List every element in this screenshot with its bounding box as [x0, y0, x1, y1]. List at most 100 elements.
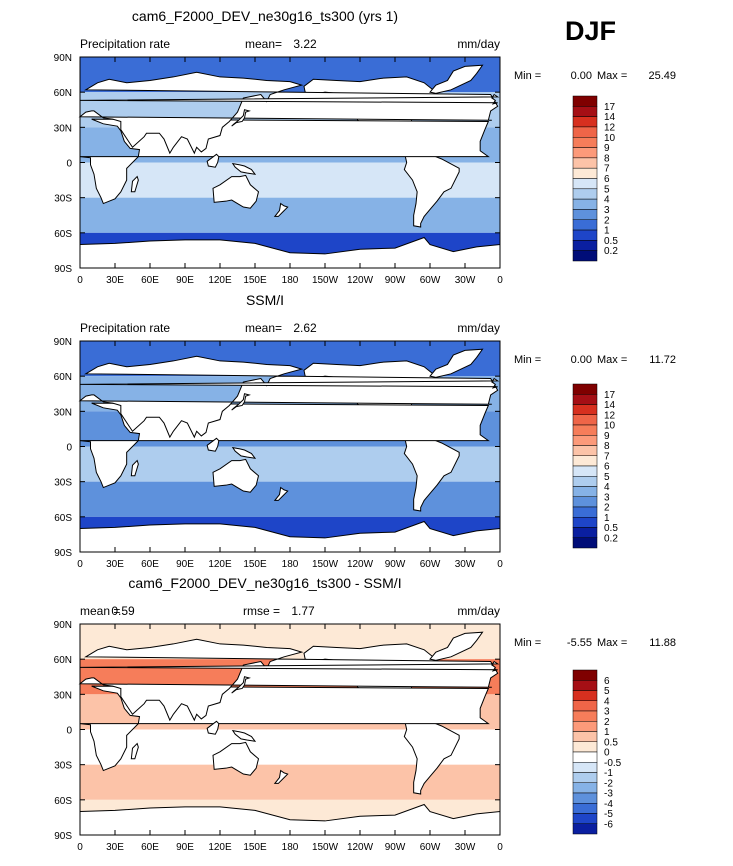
rmse-value: 1.77	[291, 604, 315, 618]
x-tick-label: 150E	[243, 275, 267, 286]
x-tick-label: 30W	[455, 559, 476, 570]
colorbar-swatch	[572, 496, 598, 508]
variable-label: Precipitation rate	[80, 321, 170, 335]
x-tick-label: 150W	[312, 559, 339, 570]
coastline-new-guinea	[231, 446, 257, 459]
mean-value: 0.59	[111, 604, 135, 618]
colorbar-label: 0.5	[604, 236, 618, 247]
colorbar-swatch	[572, 95, 598, 107]
x-tick-label: 0	[77, 275, 83, 286]
colorbar-swatch	[572, 506, 598, 518]
x-tick-label: 90W	[385, 559, 406, 570]
colorbar-swatch	[572, 465, 598, 477]
coastline-borneo	[206, 720, 220, 735]
x-tick-label: 0	[497, 559, 503, 570]
colorbar-label: 17	[604, 390, 616, 401]
y-tick-label: 90N	[54, 337, 72, 348]
colorbar-label: 4	[604, 195, 610, 206]
colorbar-label: 0	[604, 748, 610, 759]
coastline-madagascar	[130, 175, 139, 193]
coastline-borneo	[206, 153, 220, 168]
colorbar-swatch	[572, 106, 598, 117]
max-value: 11.72	[649, 354, 676, 366]
colorbar-swatch	[572, 116, 598, 128]
y-tick-label: 30N	[54, 690, 72, 701]
colorbar-swatch	[572, 721, 598, 732]
colorbar-swatch	[572, 178, 598, 190]
field-band	[80, 481, 500, 517]
y-tick-label: 60S	[54, 229, 72, 240]
colorbar-swatch	[572, 229, 598, 241]
colorbar-label: 1	[604, 727, 610, 738]
colorbar-swatch	[572, 147, 598, 159]
coastline-new-guinea	[231, 162, 257, 175]
y-tick-label: 90S	[54, 831, 72, 842]
coastline-greenland	[429, 348, 484, 378]
colorbar-swatch	[572, 751, 598, 763]
y-tick-label: 90N	[54, 620, 72, 631]
colorbar-swatch	[572, 137, 598, 148]
colorbar-swatch	[572, 669, 598, 681]
y-tick-label: 0	[66, 159, 72, 170]
colorbar-label: 6	[604, 676, 610, 687]
colorbar-label: 8	[604, 153, 610, 164]
colorbar-swatch	[572, 157, 598, 169]
x-tick-label: 0	[77, 559, 83, 570]
colorbar-swatch	[572, 680, 598, 691]
colorbar-swatch	[572, 710, 598, 722]
colorbar-swatch	[572, 527, 598, 538]
colorbar-swatch	[572, 762, 598, 773]
x-tick-label: 30E	[106, 842, 124, 853]
colorbar-swatch	[572, 772, 598, 783]
colorbar-swatch	[572, 188, 598, 200]
coastline-uk	[79, 377, 500, 389]
colorbar-label: 5	[604, 472, 610, 483]
colorbar-swatch	[572, 126, 598, 138]
min-value: 0.00	[571, 354, 592, 366]
coastline-japan	[231, 393, 251, 411]
x-tick-label: 60W	[420, 559, 441, 570]
colorbar-swatch	[572, 404, 598, 415]
y-tick-label: 60N	[54, 655, 72, 666]
colorbar-swatch	[572, 486, 598, 497]
colorbar-swatch	[572, 792, 598, 804]
y-tick-label: 60N	[54, 372, 72, 383]
colorbar-label: 7	[604, 164, 610, 175]
colorbar-swatch	[572, 445, 598, 456]
colorbar-swatch	[572, 700, 598, 712]
x-tick-label: 30W	[455, 275, 476, 286]
units-label: mm/day	[457, 604, 500, 618]
y-tick-label: 60S	[54, 796, 72, 807]
colorbar-label: 6	[604, 174, 610, 185]
rmse-label: rmse =	[243, 604, 280, 618]
coastline-africa	[79, 685, 490, 772]
colorbar-swatch	[572, 537, 598, 549]
min-value: 0.00	[571, 70, 592, 82]
colorbar-swatch	[572, 435, 598, 446]
x-tick-label: 120W	[347, 275, 374, 286]
colorbar-label: 12	[604, 122, 616, 133]
coastline-madagascar	[130, 742, 139, 760]
mean-label: mean=	[245, 321, 282, 335]
season-label: DJF	[565, 16, 616, 46]
y-tick-label: 90N	[54, 53, 72, 64]
y-tick-label: 30N	[54, 123, 72, 134]
max-label: Max =	[597, 70, 627, 82]
colorbar-label: -3	[604, 789, 613, 800]
colorbar-label: 8	[604, 441, 610, 452]
x-tick-label: 90E	[176, 842, 194, 853]
mean-label: mean =	[80, 604, 120, 618]
coastline-africa	[79, 118, 490, 205]
units-label: mm/day	[457, 37, 500, 51]
field-band	[80, 197, 500, 233]
x-tick-label: 120E	[208, 275, 232, 286]
colorbar-label: -1	[604, 768, 613, 779]
x-tick-label: 120W	[347, 842, 374, 853]
colorbar-swatch	[572, 813, 598, 824]
variable-label: Precipitation rate	[80, 37, 170, 51]
colorbar-label: -0.5	[604, 758, 622, 769]
colorbar-label: 1	[604, 513, 610, 524]
colorbar-label: 2	[604, 503, 610, 514]
colorbar-swatch	[572, 731, 598, 742]
